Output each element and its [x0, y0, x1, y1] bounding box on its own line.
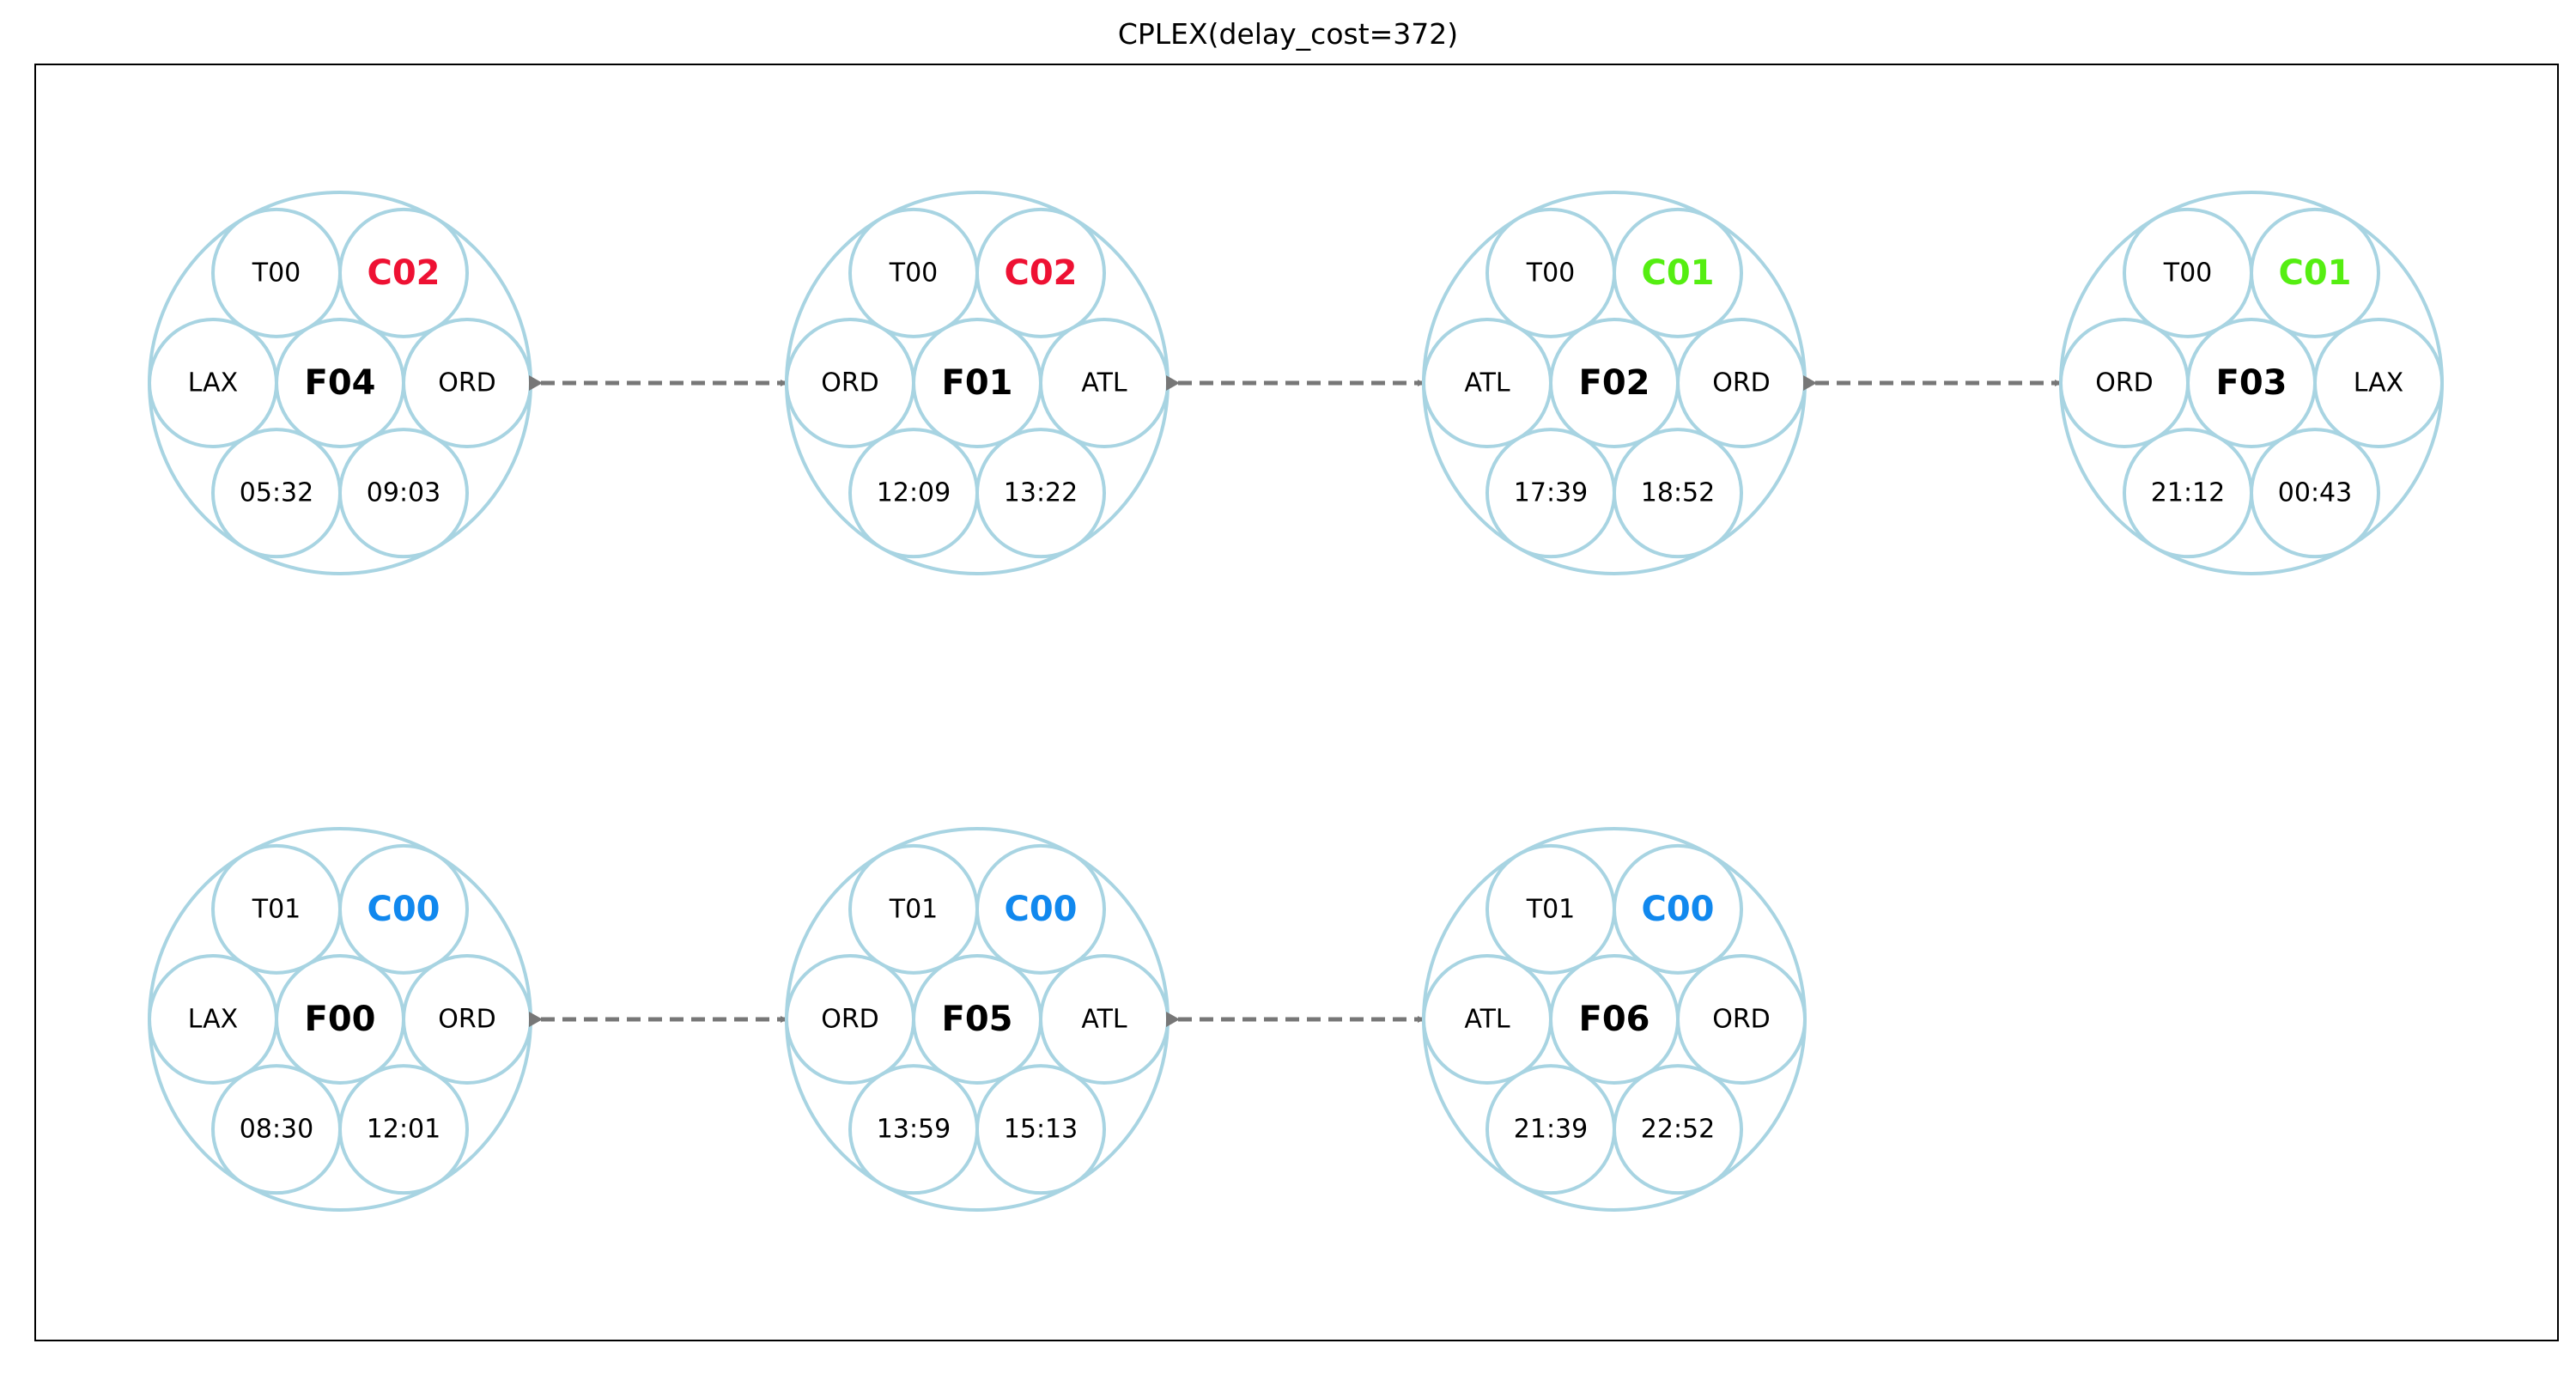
crew-label-circle	[338, 207, 469, 338]
tail-label: T01	[1526, 894, 1576, 924]
origin-label: ORD	[821, 368, 879, 398]
flight-id: F00	[305, 1000, 376, 1039]
connection-start-marker	[529, 375, 543, 391]
flight-node-F06: T01 C00 ATL F06 ORD 21:39 22:52	[1422, 827, 1807, 1212]
crew-label-circle	[975, 843, 1106, 975]
flight-id: F05	[942, 1000, 1013, 1039]
crew-label: C00	[367, 890, 440, 929]
arrival-time-circle	[1613, 428, 1743, 559]
arrival-time-circle	[1613, 1064, 1743, 1195]
arrival-time: 00:43	[2278, 478, 2352, 508]
arrival-time: 09:03	[367, 478, 440, 508]
tail-label: T01	[889, 894, 939, 924]
arrival-time-circle	[975, 1064, 1106, 1195]
origin-label: LAX	[188, 1005, 238, 1035]
tail-label: T00	[252, 258, 301, 288]
connection-start-marker	[1803, 375, 1817, 391]
tail-label: T00	[2163, 258, 2213, 288]
flight-id: F01	[942, 363, 1013, 403]
crew-label: C02	[1004, 253, 1077, 293]
crew-label-circle	[1613, 843, 1743, 975]
crew-label-circle	[1613, 207, 1743, 338]
origin-label: LAX	[188, 368, 238, 398]
diagram-title: CPLEX(delay_cost=372)	[1117, 17, 1459, 51]
flight-node-F00: T01 C00 LAX F00 ORD 08:30 12:01	[148, 827, 532, 1212]
departure-time: 13:59	[877, 1115, 951, 1145]
destination-label: LAX	[2354, 368, 2403, 398]
arrival-time-circle	[338, 428, 469, 559]
crew-label: C01	[1641, 253, 1714, 293]
crew-label-circle	[338, 843, 469, 975]
flight-node-F02: T00 C01 ATL F02 ORD 17:39 18:52	[1422, 191, 1807, 575]
departure-time: 08:30	[240, 1115, 313, 1145]
destination-label-circle	[2313, 318, 2444, 448]
flight-node-F03: T00 C01 ORD F03 LAX 21:12 00:43	[2059, 191, 2444, 575]
departure-time: 17:39	[1514, 478, 1588, 508]
connection-start-marker	[1166, 375, 1180, 391]
destination-label: ATL	[1081, 368, 1127, 398]
arrival-time-circle	[338, 1064, 469, 1195]
destination-label-circle	[1676, 954, 1807, 1085]
flight-node-F05: T01 C00 ORD F05 ATL 13:59 15:13	[785, 827, 1170, 1212]
crew-label-circle	[975, 207, 1106, 338]
flight-node-F01: T00 C02 ORD F01 ATL 12:09 13:22	[785, 191, 1170, 575]
tail-label: T01	[252, 894, 301, 924]
plot-frame	[34, 64, 2559, 1341]
departure-time: 21:12	[2151, 478, 2225, 508]
origin-label: ATL	[1464, 1005, 1510, 1035]
departure-time: 05:32	[240, 478, 313, 508]
origin-label: ORD	[821, 1005, 879, 1035]
departure-time: 21:39	[1514, 1115, 1588, 1145]
connection-start-marker	[1166, 1012, 1180, 1027]
departure-time: 12:09	[877, 478, 951, 508]
arrival-time: 18:52	[1641, 478, 1715, 508]
crew-label-circle	[2250, 207, 2380, 338]
arrival-time-circle	[2250, 428, 2380, 559]
destination-label: ORD	[438, 1005, 496, 1035]
crew-label: C00	[1004, 890, 1077, 929]
flight-id: F04	[305, 363, 376, 403]
origin-label: ORD	[2095, 368, 2154, 398]
origin-label: ATL	[1464, 368, 1510, 398]
arrival-time: 12:01	[367, 1115, 440, 1145]
destination-label: ATL	[1081, 1005, 1127, 1035]
arrival-time: 15:13	[1004, 1115, 1078, 1145]
connection-start-marker	[529, 1012, 543, 1027]
destination-label: ORD	[1712, 368, 1771, 398]
crew-label: C02	[367, 253, 440, 293]
arrival-time: 22:52	[1641, 1115, 1715, 1145]
flight-id: F06	[1579, 1000, 1650, 1039]
tail-label: T00	[1526, 258, 1576, 288]
crew-label: C00	[1641, 890, 1714, 929]
tail-label: T00	[889, 258, 939, 288]
arrival-time-circle	[975, 428, 1106, 559]
destination-label: ORD	[1712, 1005, 1771, 1035]
flight-id: F03	[2216, 363, 2287, 403]
crew-label: C01	[2278, 253, 2351, 293]
flight-node-F04: T00 C02 LAX F04 ORD 05:32 09:03	[148, 191, 532, 575]
arrival-time: 13:22	[1004, 478, 1078, 508]
flight-id: F02	[1579, 363, 1650, 403]
destination-label: ORD	[438, 368, 496, 398]
